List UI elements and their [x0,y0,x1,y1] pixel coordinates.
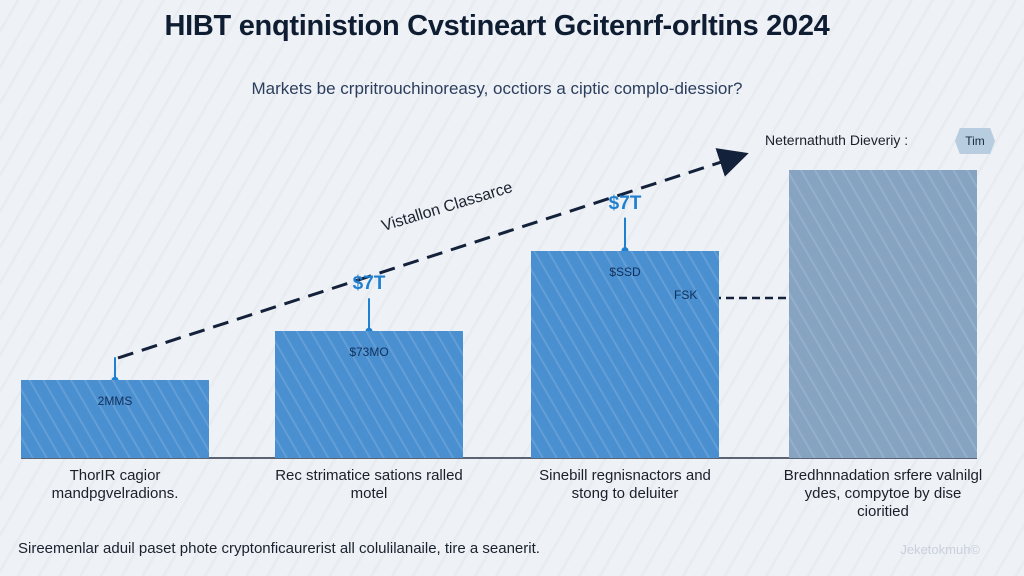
bar-4 [789,170,977,458]
legend-badge: Tim [955,128,995,154]
value-label: $7T [608,192,642,214]
category-label: Rec strimatice sations ralled motel [275,467,463,502]
bar-3: $SSD [531,250,719,458]
category-label: Bredhnnadation srfere valnilgl ydes, com… [783,467,983,520]
bar-inner-label: $SSD [609,264,641,279]
extra-label: FSK [674,288,698,302]
legend-text: Neternathuth Dieveriy : [765,132,909,148]
bar-1: 2MMS [21,380,209,458]
bar-inner-label: $73MO [349,345,389,360]
bar-2: $73MO [275,331,463,458]
value-label: $7T [352,273,386,295]
trend-arrow [117,148,749,360]
watermark: Jeketokmuh© [900,542,980,557]
category-label: ThorIR cagior mandpgvelradions. [51,467,179,502]
bar-inner-label: 2MMS [97,394,133,409]
chart-subtitle: Markets be crpritrouchinoreasy, occtiors… [251,79,743,98]
category-label: Sinebill regnisnactors and stong to delu… [539,467,711,502]
chart-title: HIBT enqtinistion Cvstineart Gcitenrf-or… [164,10,830,42]
footer-note: Sireemenlar aduil paset phote cryptonfic… [18,540,540,557]
